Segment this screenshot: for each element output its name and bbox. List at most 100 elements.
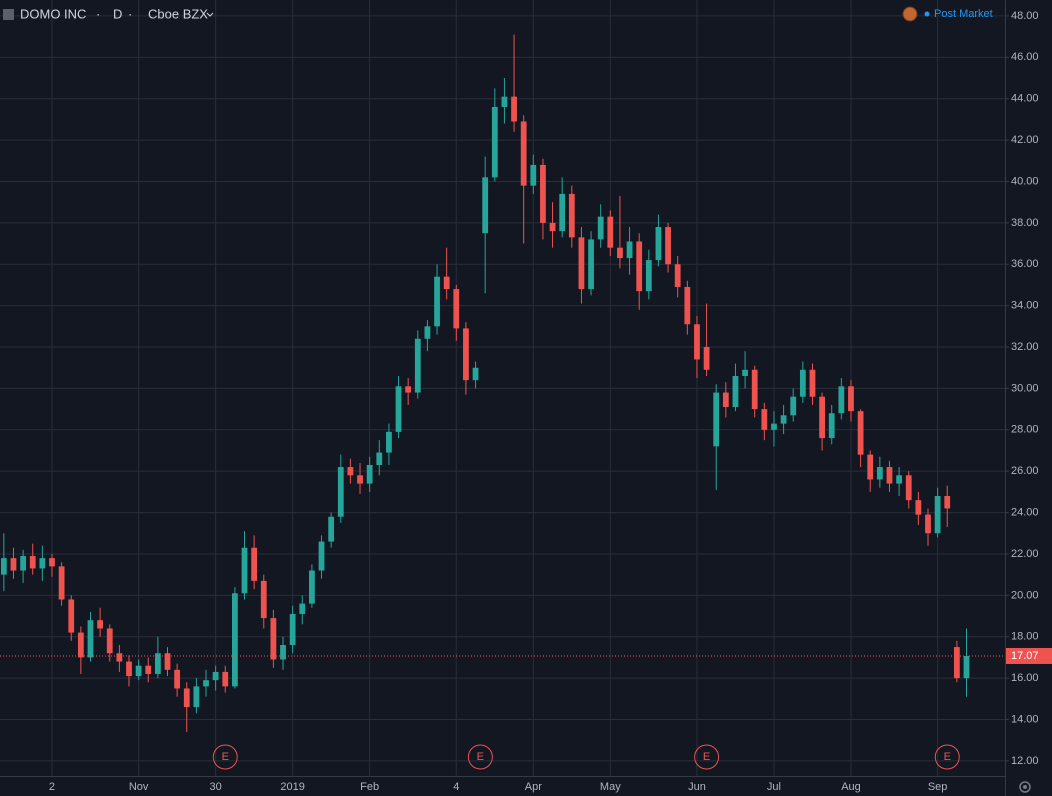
candle-body	[588, 239, 594, 290]
candle-body	[289, 613, 296, 646]
dropdown-icon[interactable]	[206, 12, 214, 17]
candle-body	[87, 620, 94, 658]
candle-body	[732, 375, 739, 408]
candle-body	[309, 570, 315, 604]
y-tick-label: 38.00	[1011, 217, 1039, 229]
candle-body	[626, 241, 633, 259]
x-tick-label: 2019	[280, 781, 304, 793]
candle-body	[212, 671, 219, 681]
y-tick-label: 16.00	[1011, 672, 1039, 684]
candle-body	[559, 193, 566, 232]
candle-body	[376, 452, 383, 465]
candle-body	[511, 96, 517, 122]
candle-body	[645, 260, 652, 292]
earnings-label: E	[703, 751, 710, 763]
settings-icon[interactable]	[1019, 781, 1031, 793]
candle-body	[491, 106, 498, 178]
x-tick-label: Jul	[767, 781, 781, 793]
candle-body	[10, 558, 17, 571]
session-label[interactable]: Post Market	[934, 8, 993, 20]
candle-body	[848, 386, 854, 412]
candle-body	[270, 618, 277, 660]
y-tick-label: 12.00	[1011, 755, 1039, 767]
candle-body	[135, 665, 142, 677]
y-tick-label: 46.00	[1011, 51, 1039, 63]
candle-body	[857, 411, 864, 455]
earnings-marker[interactable]	[467, 744, 493, 770]
candle-body	[231, 593, 238, 687]
candle-body	[520, 121, 527, 186]
candle-body	[49, 558, 55, 567]
candle-body	[674, 264, 681, 288]
y-tick-label: 26.00	[1011, 465, 1039, 477]
x-tick-label: Sep	[928, 781, 948, 793]
separator: ·	[96, 6, 100, 21]
candle-body	[97, 620, 104, 629]
candle-body	[116, 653, 123, 662]
grid	[0, 0, 1005, 776]
exchange[interactable]: Cboe BZX	[148, 6, 208, 21]
plot	[0, 34, 1005, 732]
interval[interactable]: D	[113, 6, 122, 21]
candle-body	[366, 464, 373, 484]
candle-body	[703, 347, 710, 370]
earnings-marker[interactable]	[934, 744, 960, 770]
candle-body	[934, 496, 941, 534]
candle-body	[126, 661, 132, 677]
candle-body	[106, 628, 113, 654]
candle-body	[39, 558, 46, 569]
candle-body	[434, 276, 440, 327]
candle-body	[337, 467, 344, 517]
y-tick-label: 30.00	[1011, 382, 1039, 394]
earnings-label: E	[222, 751, 229, 763]
y-tick-label: 34.00	[1011, 300, 1039, 312]
candle-body	[29, 556, 36, 569]
candle-body	[472, 367, 479, 381]
candle-body	[896, 475, 902, 484]
candle-body	[260, 580, 267, 619]
candle-body	[780, 415, 787, 424]
candle-body	[963, 655, 970, 679]
candle-body	[540, 164, 546, 223]
candle-body	[530, 164, 537, 186]
x-tick-label: Feb	[360, 781, 379, 793]
candle-body	[405, 386, 412, 393]
candle-body	[905, 475, 912, 501]
candle-body	[424, 326, 431, 339]
candle-body	[684, 287, 691, 325]
separator: ·	[128, 6, 132, 21]
candle-body	[164, 653, 171, 670]
candle-body	[722, 392, 729, 408]
candle-body	[549, 222, 556, 232]
candle-body	[790, 396, 797, 416]
candle-body	[761, 409, 768, 430]
y-tick-label: 48.00	[1011, 10, 1039, 22]
symbol-icon	[3, 9, 14, 20]
earnings-label: E	[944, 751, 951, 763]
x-tick-label: 30	[210, 781, 222, 793]
candle-body	[617, 247, 623, 259]
candle-body	[280, 645, 286, 660]
x-tick-label: May	[600, 781, 621, 793]
y-tick-label: 14.00	[1011, 713, 1039, 725]
x-tick-label: Apr	[525, 781, 542, 793]
session-dot	[924, 11, 930, 17]
x-tick-label: Nov	[129, 781, 149, 793]
last-price-label: 17.07	[1011, 650, 1039, 662]
candle-body	[318, 541, 325, 571]
candle-body	[58, 566, 65, 600]
candle-body	[203, 680, 209, 687]
candle-body	[944, 496, 951, 509]
candle-body	[68, 599, 75, 633]
x-tick-label: 2	[49, 781, 55, 793]
candle-body	[819, 396, 825, 439]
earnings-marker[interactable]	[212, 744, 238, 770]
candle-body	[414, 338, 421, 393]
candle-body	[145, 665, 152, 674]
y-tick-label: 28.00	[1011, 424, 1039, 436]
candle-body	[395, 386, 402, 432]
symbol-title[interactable]: DOMO INC	[20, 6, 86, 21]
earnings-marker[interactable]	[694, 744, 720, 770]
